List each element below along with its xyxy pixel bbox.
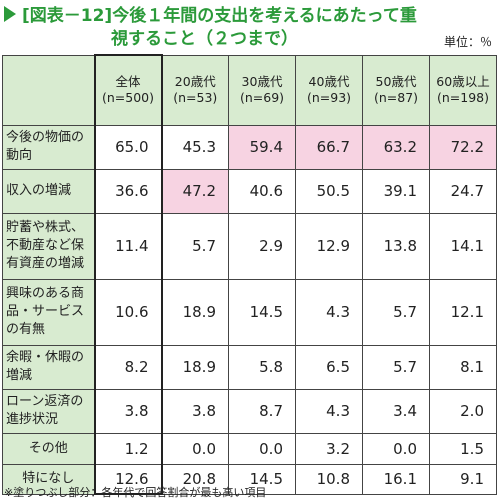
table-row: 収入の増減 36.6 47.2 40.6 50.5 39.1 24.7 (2, 168, 497, 214)
unit-label: 単位：％ (443, 35, 492, 49)
value-cell: 14.5 (228, 278, 296, 346)
value-cell: 0.0 (228, 432, 296, 465)
value-cell: 8.7 (228, 388, 296, 434)
value-cell: 10.6 (93, 278, 163, 346)
value-cell: 12.9 (295, 212, 363, 280)
value-cell: 0.0 (161, 432, 229, 465)
table-row: 興味のある商品・サービスの有無 10.6 18.9 14.5 4.3 5.7 12.1 (2, 278, 497, 346)
table-title-line2: 視すること（２つまで） (111, 29, 298, 49)
value-cell: 66.7 (295, 124, 363, 170)
value-cell: 6.5 (295, 344, 363, 390)
table-title-line1: [図表－12]今後１年間の支出を考えるにあたって重 (22, 6, 417, 26)
column-sample-size: (n=87) (373, 90, 419, 105)
value-cell: 12.6 (93, 463, 163, 495)
header-row: 全体 (n=500) 20歳代 (n=53) 30歳代 (n=69) 40歳代 (n=93) 5… (2, 54, 497, 126)
value-cell: 3.8 (93, 388, 163, 434)
value-cell: 13.8 (362, 212, 430, 280)
value-cell: 10.8 (295, 463, 363, 495)
value-cell: 4.3 (295, 278, 363, 346)
value-cell: 8.1 (429, 344, 497, 390)
footnote: ※塗りつぶし部分：各年代で回答割合が最も高い項目 (4, 486, 267, 499)
corner-cell (2, 54, 95, 126)
column-name: 30歳代 (241, 74, 283, 89)
value-cell: 50.5 (295, 168, 363, 214)
value-cell: 14.5 (228, 463, 296, 495)
column-header: 全体 (n=500) (93, 54, 163, 126)
value-cell: 72.2 (429, 124, 497, 170)
value-cell: 18.9 (161, 278, 229, 346)
row-label: 興味のある商品・サービスの有無 (2, 278, 95, 346)
column-header: 60歳以上 (n=198) (429, 54, 497, 126)
value-cell: 0.0 (362, 432, 430, 465)
value-cell: 65.0 (93, 124, 163, 170)
triangle-marker-icon (4, 6, 16, 22)
value-cell: 12.1 (429, 278, 497, 346)
value-cell: 24.7 (429, 168, 497, 214)
value-cell: 18.9 (161, 344, 229, 390)
value-cell: 59.4 (228, 124, 296, 170)
row-label: 特になし (2, 463, 95, 495)
column-sample-size: (n=93) (306, 90, 352, 105)
column-sample-size: (n=69) (239, 90, 285, 105)
row-label: その他 (2, 432, 95, 465)
value-cell: 9.1 (429, 463, 497, 495)
title-area: [図表－12]今後１年間の支出を考えるにあたって重 視すること（２つまで） 単位… (0, 0, 500, 52)
value-cell: 5.7 (362, 278, 430, 346)
column-sample-size: (n=500) (101, 90, 154, 106)
column-sample-size: (n=53) (173, 90, 218, 105)
table-row: その他 1.2 0.0 0.0 3.2 0.0 1.5 (2, 432, 497, 465)
data-table: 全体 (n=500) 20歳代 (n=53) 30歳代 (n=69) 40歳代 (n=93) 5… (2, 54, 497, 495)
column-name: 20歳代 (174, 74, 216, 89)
value-cell: 11.4 (93, 212, 163, 280)
column-header: 30歳代 (n=69) (228, 54, 296, 126)
value-cell: 2.9 (228, 212, 296, 280)
column-header: 50歳代 (n=87) (362, 54, 430, 126)
value-cell: 1.2 (93, 432, 163, 465)
table-row: 今後の物価の動向 65.0 45.3 59.4 66.7 63.2 72.2 (2, 124, 497, 170)
value-cell: 4.3 (295, 388, 363, 434)
row-label: ローン返済の進捗状況 (2, 388, 95, 434)
column-header: 40歳代 (n=93) (295, 54, 363, 126)
row-label: 貯蓄や株式、不動産など保有資産の増減 (2, 212, 95, 280)
value-cell: 5.7 (161, 212, 229, 280)
value-cell: 3.2 (295, 432, 363, 465)
column-name: 50歳代 (375, 74, 417, 89)
value-cell: 1.5 (429, 432, 497, 465)
column-name: 全体 (115, 74, 141, 90)
row-label: 余暇・休暇の増減 (2, 344, 95, 390)
value-cell: 36.6 (93, 168, 163, 214)
value-cell: 2.0 (429, 388, 497, 434)
value-cell: 14.1 (429, 212, 497, 280)
column-name: 40歳代 (308, 74, 350, 89)
value-cell: 3.8 (161, 388, 229, 434)
value-cell: 16.1 (362, 463, 430, 495)
value-cell: 39.1 (362, 168, 430, 214)
table-row: ローン返済の進捗状況 3.8 3.8 8.7 4.3 3.4 2.0 (2, 388, 497, 434)
column-sample-size: (n=198) (436, 90, 489, 105)
table-row: 貯蓄や株式、不動産など保有資産の増減 11.4 5.7 2.9 12.9 13.8 14.1 (2, 212, 497, 280)
value-cell: 63.2 (362, 124, 430, 170)
value-cell: 5.8 (228, 344, 296, 390)
value-cell: 20.8 (161, 463, 229, 495)
value-cell: 8.2 (93, 344, 163, 390)
column-name: 60歳以上 (436, 74, 490, 89)
table-row: 余暇・休暇の増減 8.2 18.9 5.8 6.5 5.7 8.1 (2, 344, 497, 390)
value-cell: 45.3 (161, 124, 229, 170)
table-row: 特になし 12.6 20.8 14.5 10.8 16.1 9.1 (2, 463, 497, 495)
row-label: 今後の物価の動向 (2, 124, 95, 170)
value-cell: 47.2 (161, 168, 229, 214)
value-cell: 3.4 (362, 388, 430, 434)
value-cell: 5.7 (362, 344, 430, 390)
column-header: 20歳代 (n=53) (161, 54, 229, 126)
row-label: 収入の増減 (2, 168, 95, 214)
value-cell: 40.6 (228, 168, 296, 214)
